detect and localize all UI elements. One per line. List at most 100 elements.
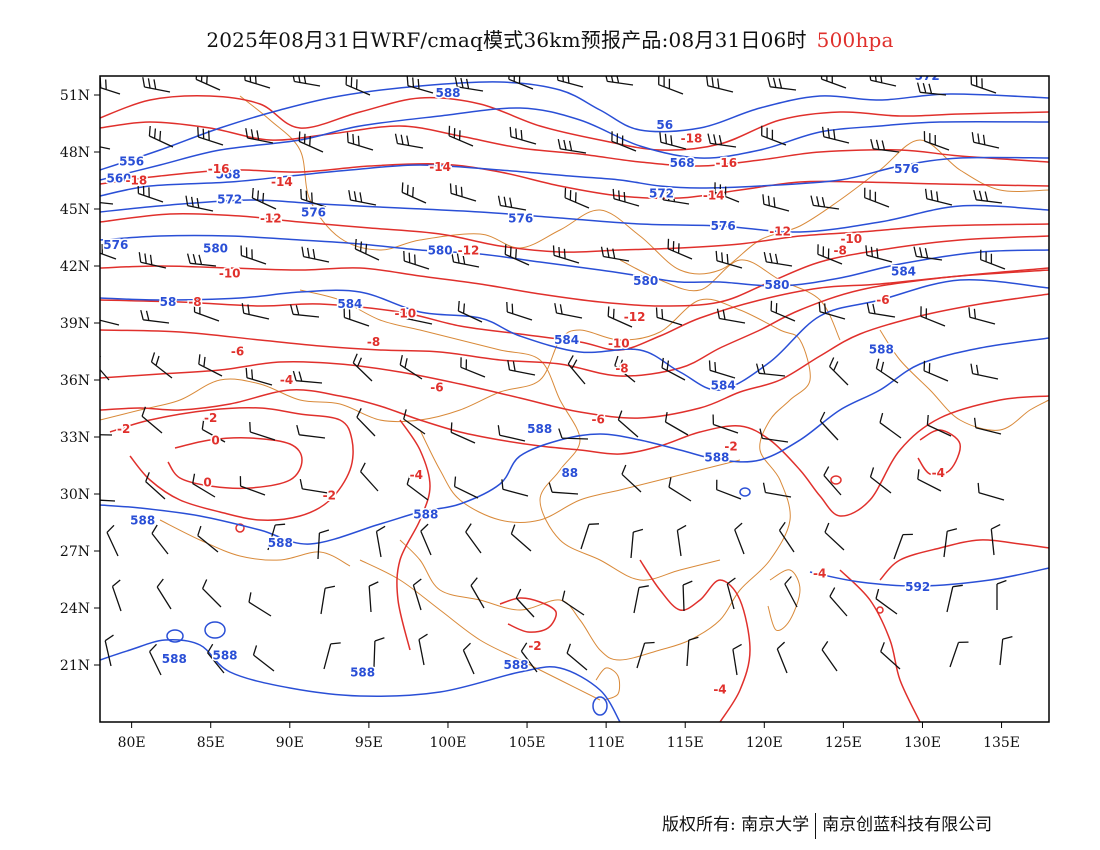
geopotential-closed-contour [592, 696, 608, 716]
temperature-label: -16 [715, 156, 737, 170]
lon-label: 130E [904, 735, 941, 751]
wind-barb [506, 301, 533, 321]
wind-barb [460, 357, 486, 378]
wind-barb [556, 76, 584, 88]
wind-barb [607, 306, 633, 328]
wind-barb [866, 302, 896, 318]
wind-barb [829, 587, 848, 617]
temperature-label: -18 [681, 132, 703, 146]
temperature-label: -4 [410, 468, 423, 482]
geopotential-label: 588 [413, 508, 438, 522]
wind-barb [880, 642, 901, 670]
wind-barb [970, 363, 999, 380]
geopotential-isoline [100, 234, 1049, 287]
wind-barb [197, 126, 224, 146]
wind-barb [137, 183, 164, 203]
wind-barb [348, 190, 377, 206]
wind-barb [879, 412, 902, 439]
longitude-axis: 80E 85E 90E 95E 100E 105E 110E 115E 120E 125E 130E… [118, 722, 1020, 751]
lat-label: 27N [60, 544, 90, 560]
wind-barb [320, 585, 336, 615]
wind-barb [761, 125, 787, 146]
wind-barb [185, 195, 214, 212]
wind-barb [111, 579, 122, 612]
wind-barb [875, 358, 899, 384]
wind-barb [712, 414, 739, 434]
geopotential-contours [100, 81, 1049, 722]
wind-barb [767, 76, 797, 91]
boundary-line [879, 329, 1049, 431]
wind-barb [298, 131, 324, 153]
boundary-line [419, 429, 741, 523]
temperature-label: -18 [126, 173, 148, 187]
wind-barb [343, 307, 370, 327]
wind-barb [470, 577, 485, 609]
wind-barb [875, 588, 898, 615]
wind-barb [923, 360, 949, 382]
wind-barb [762, 482, 792, 498]
lon-label: 135E [983, 735, 1020, 751]
temperature-isoline [839, 569, 921, 722]
lat-label: 24N [60, 601, 90, 617]
temperature-closed-contour [876, 606, 884, 614]
geopotential-label: 580 [428, 244, 453, 258]
wind-barb [668, 477, 692, 502]
wind-barb [248, 592, 272, 617]
wind-barb [734, 522, 745, 555]
geopotential-label: 568 [670, 156, 695, 170]
boundary-line [239, 95, 1049, 275]
wind-barb [913, 246, 943, 261]
wind-barb [465, 523, 482, 554]
wind-barb [197, 525, 219, 553]
geopotential-label: 588 [503, 658, 528, 672]
title-level: 500hpa [816, 28, 894, 52]
lat-label: 30N [60, 487, 90, 503]
wind-barb [457, 300, 483, 323]
plot-background [100, 76, 1049, 722]
geopotential-isoline [100, 278, 1049, 391]
wind-barb [564, 187, 590, 209]
wind-barb [999, 635, 1013, 666]
wind-barb [970, 76, 997, 94]
wind-barb [251, 187, 277, 210]
temperature-label: -4 [932, 466, 945, 480]
wind-barb [300, 188, 327, 208]
wind-barb [515, 588, 535, 618]
boundary-line [595, 667, 621, 701]
geopotential-label: 588 [268, 536, 293, 550]
wind-barb [971, 132, 1000, 149]
wind-barb [973, 417, 1002, 435]
wind-barb [823, 466, 842, 496]
temperature-isoline [499, 597, 557, 633]
wind-barb [149, 643, 162, 676]
wind-barb [403, 409, 426, 435]
geopotential-label: 588 [704, 451, 729, 465]
copyright-text: 版权所有: 南京大学 [662, 815, 810, 835]
geopotential-label: 584 [337, 297, 362, 311]
lon-label: 110E [588, 735, 625, 751]
geopotential-label: 576 [103, 238, 128, 252]
geopotential-label: 584 [554, 333, 579, 347]
wind-barb [600, 246, 630, 262]
temperature-label: -8 [367, 335, 380, 349]
wind-barb [186, 253, 217, 267]
temperature-label: -2 [323, 489, 336, 503]
wind-barb [946, 584, 963, 613]
temperature-label: -6 [592, 413, 605, 427]
temperature-label: -2 [204, 411, 217, 425]
wind-barb [450, 422, 476, 444]
wind-barb [100, 319, 120, 326]
wind-barb [869, 76, 897, 87]
geopotential-isoline [100, 337, 1049, 545]
geopotential-label: 580 [633, 274, 658, 288]
geopotential-label: 588 [350, 665, 375, 679]
geopotential-closed-contour [739, 487, 751, 497]
wind-barb [346, 132, 374, 151]
wind-barb [708, 360, 736, 379]
geopotential-label: 588 [527, 422, 552, 436]
wind-barb [100, 434, 113, 436]
wind-barb [244, 76, 271, 89]
footer-separator [815, 812, 817, 839]
wind-barb [193, 302, 220, 322]
latitude-axis: 51N 48N 45N 42N 39N 36N 33N 30N 27N 24N 21N [60, 88, 100, 674]
